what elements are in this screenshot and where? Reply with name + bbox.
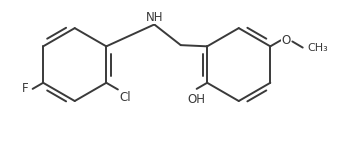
Text: O: O xyxy=(281,34,290,47)
Text: NH: NH xyxy=(146,11,163,24)
Text: CH₃: CH₃ xyxy=(308,43,328,53)
Text: Cl: Cl xyxy=(119,91,131,104)
Text: F: F xyxy=(22,82,29,95)
Text: OH: OH xyxy=(188,93,206,106)
